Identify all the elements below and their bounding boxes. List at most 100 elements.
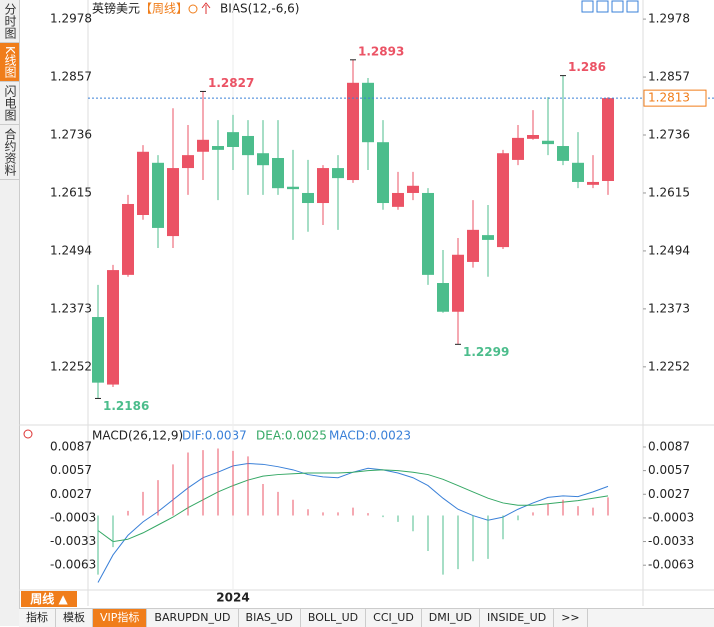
candle-body bbox=[107, 270, 119, 385]
candle-body bbox=[407, 185, 419, 193]
candle-body bbox=[92, 317, 104, 383]
candle-body bbox=[512, 137, 524, 160]
extreme-label: 1.286 bbox=[568, 60, 606, 74]
candle-body bbox=[302, 192, 314, 204]
y-tick-label: 1.2615 bbox=[648, 185, 690, 199]
candle-body bbox=[482, 235, 494, 240]
candle-body bbox=[167, 168, 179, 237]
candle-body bbox=[557, 146, 569, 161]
tab[interactable]: BOLL_UD bbox=[301, 609, 367, 627]
y-tick-label: -0.0033 bbox=[50, 534, 96, 548]
y-tick-label: -0.0063 bbox=[50, 558, 96, 572]
y-tick-label: 0.0087 bbox=[648, 439, 690, 453]
y-tick-label: 0.0027 bbox=[648, 487, 690, 501]
last-price-box bbox=[643, 89, 707, 107]
tab[interactable]: CCI_UD bbox=[366, 609, 422, 627]
dif-line bbox=[97, 463, 609, 583]
y-tick-label: 1.2494 bbox=[50, 243, 92, 257]
y-tick-label: 1.2373 bbox=[648, 301, 690, 315]
candle-body bbox=[182, 155, 194, 169]
candle-body bbox=[227, 132, 239, 147]
settings-icon[interactable] bbox=[23, 429, 33, 439]
candle-body bbox=[452, 254, 464, 312]
macd-label: DEA:0.0025 bbox=[256, 429, 327, 443]
chart-title: 英镑美元 bbox=[92, 1, 140, 16]
y-tick-label: 1.2373 bbox=[50, 301, 92, 315]
side-tab[interactable]: K线图 bbox=[0, 43, 19, 82]
candle-body bbox=[137, 151, 149, 215]
side-tab[interactable]: 闪电图 bbox=[0, 82, 19, 125]
candle-body bbox=[257, 153, 269, 166]
y-tick-label: 1.2615 bbox=[50, 185, 92, 199]
y-tick-label: 1.2978 bbox=[648, 12, 690, 26]
y-tick-label: 1.2494 bbox=[648, 243, 690, 257]
candle-body bbox=[332, 168, 344, 179]
candle-body bbox=[242, 135, 254, 156]
candle-body bbox=[272, 158, 284, 189]
y-tick-label: -0.0003 bbox=[50, 510, 96, 524]
candle-body bbox=[527, 135, 539, 139]
x-tick-label: 2024 bbox=[216, 591, 249, 605]
y-tick-label: 1.2252 bbox=[648, 359, 690, 373]
y-tick-label: -0.0033 bbox=[648, 534, 694, 548]
period: 【周线】 bbox=[140, 2, 188, 16]
candle-body bbox=[542, 140, 554, 145]
candle-body bbox=[467, 229, 479, 262]
tab[interactable]: >> bbox=[554, 609, 588, 627]
macd-label: MACD:0.0023 bbox=[329, 429, 411, 443]
tab[interactable]: INSIDE_UD bbox=[480, 609, 555, 627]
extreme-label: 1.2827 bbox=[208, 76, 254, 90]
y-tick-label: 1.2978 bbox=[50, 12, 92, 26]
candle-body bbox=[287, 186, 299, 190]
icon[interactable] bbox=[188, 4, 198, 14]
candle-body bbox=[497, 153, 509, 248]
y-tick-label: 0.0057 bbox=[50, 463, 92, 477]
tab[interactable]: 模板 bbox=[56, 609, 93, 627]
sidebar: 分时图 K线图 闪电图 合约资料 bbox=[0, 0, 20, 626]
extreme-label: 1.2893 bbox=[358, 44, 404, 58]
candle-body bbox=[572, 162, 584, 182]
candle-body bbox=[602, 98, 614, 181]
y-tick-label: 1.2736 bbox=[648, 128, 690, 142]
chart: 英镑美元 【周线】 BIAS(12,-6,6) MACD(26,12,9) DI… bbox=[19, 0, 714, 606]
side-tab[interactable]: 分时图 bbox=[0, 0, 19, 43]
candle-body bbox=[422, 192, 434, 275]
candle-body bbox=[152, 162, 164, 228]
extreme-label: 1.2299 bbox=[463, 345, 509, 359]
tab[interactable]: DMI_UD bbox=[422, 609, 481, 627]
candle-body bbox=[362, 82, 374, 143]
candle-body bbox=[212, 146, 224, 150]
indicator: BIAS(12,-6,6) bbox=[220, 2, 299, 16]
y-tick-label: -0.0003 bbox=[648, 510, 694, 524]
side-tab[interactable]: 合约资料 bbox=[0, 125, 19, 180]
y-tick-label: 1.2857 bbox=[50, 70, 92, 84]
candle-body bbox=[377, 142, 389, 204]
tab[interactable]: VIP指标 bbox=[93, 609, 148, 627]
candle-body bbox=[437, 283, 449, 312]
y-tick-label: 1.2857 bbox=[648, 70, 690, 84]
candle-body bbox=[122, 203, 134, 275]
candle-body bbox=[197, 139, 209, 152]
tab[interactable]: BARUPDN_UD bbox=[147, 609, 239, 627]
extreme-label: 1.2186 bbox=[103, 399, 149, 413]
y-tick-label: 1.2736 bbox=[50, 128, 92, 142]
candle-body bbox=[392, 192, 404, 207]
candle-body bbox=[317, 168, 329, 204]
tab[interactable]: 指标 bbox=[19, 609, 56, 627]
y-tick-label: 0.0057 bbox=[648, 463, 690, 477]
macd-label: DIF:0.0037 bbox=[182, 429, 247, 443]
icon[interactable] bbox=[201, 2, 211, 14]
y-tick-label: -0.0063 bbox=[648, 558, 694, 572]
y-tick-label: 1.2252 bbox=[50, 359, 92, 373]
tab[interactable]: BIAS_UD bbox=[239, 609, 301, 627]
period-button[interactable]: 周线 ▲ bbox=[21, 591, 77, 607]
macd-title: MACD(26,12,9) bbox=[92, 429, 183, 443]
last-price: 1.2813 bbox=[648, 91, 690, 105]
y-tick-label: 0.0027 bbox=[50, 487, 92, 501]
candle-body bbox=[587, 181, 599, 185]
toolbar[interactable] bbox=[581, 0, 639, 13]
candle-body bbox=[347, 82, 359, 181]
dea-line bbox=[97, 469, 609, 543]
tab-bar: 指标 模板 VIP指标 BARUPDN_UD BIAS_UD BOLL_UD CCI_UD D… bbox=[19, 608, 714, 627]
